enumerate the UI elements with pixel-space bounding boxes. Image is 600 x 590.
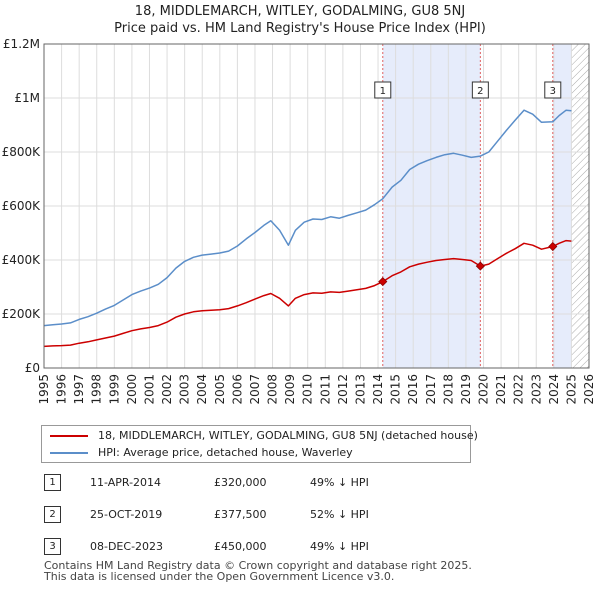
transaction-date: 25-OCT-2019: [90, 508, 163, 521]
x-tick-label: 2002: [160, 374, 174, 405]
x-tick-label: 2018: [441, 374, 455, 405]
y-tick-label: £0: [25, 361, 40, 375]
sale-point-marker: [548, 241, 558, 252]
x-tick-label: 2023: [529, 374, 543, 405]
x-tick-label: 2013: [353, 374, 367, 405]
transaction-number-badge: 3: [44, 538, 61, 555]
x-tick-label: 2009: [283, 374, 297, 405]
x-tick-label: 2008: [266, 374, 280, 405]
plot-frame: [43, 43, 590, 369]
transaction-price: £450,000: [214, 540, 267, 553]
x-tick-label: 2024: [547, 374, 561, 405]
x-tick-label: 2017: [424, 374, 438, 405]
x-tick-label: 2006: [230, 374, 244, 405]
x-tick-label: 2000: [125, 374, 139, 405]
marker-number-label: 2: [477, 86, 483, 97]
x-tick-label: 1998: [90, 374, 104, 405]
footer-attribution: Contains HM Land Registry data © Crown c…: [44, 560, 472, 582]
legend-label-price: 18, MIDDLEMARCH, WITLEY, GODALMING, GU8 …: [98, 429, 478, 442]
x-tick-label: 2015: [389, 374, 403, 405]
x-tick-label: 1995: [37, 374, 51, 405]
transaction-date: 11-APR-2014: [90, 476, 162, 489]
transaction-hpi-diff: 49% ↓ HPI: [310, 540, 369, 553]
y-tick-label: £1.2M: [3, 37, 40, 51]
y-tick-label: £600K: [2, 199, 42, 213]
x-tick-label: 2011: [318, 374, 332, 405]
legend-swatch-price: [50, 435, 88, 437]
legend-swatch-hpi: [50, 452, 88, 454]
legend-item-price: 18, MIDDLEMARCH, WITLEY, GODALMING, GU8 …: [50, 428, 478, 444]
price-paid-line: [43, 239, 572, 348]
marker-number-label: 1: [380, 86, 386, 97]
x-tick-label: 1999: [107, 374, 121, 405]
y-tick-label: £1M: [14, 91, 40, 105]
x-tick-label: 2026: [582, 374, 596, 405]
x-tick-label: 2021: [494, 374, 508, 405]
x-tick-label: 2007: [248, 374, 262, 405]
transaction-hpi-diff: 49% ↓ HPI: [310, 476, 369, 489]
x-tick-label: 2016: [406, 374, 420, 405]
y-tick-label: £800K: [2, 145, 42, 159]
marker-number-box: [471, 81, 489, 99]
marker-number-box: [544, 81, 562, 99]
y-tick-label: £400K: [2, 253, 42, 267]
x-tick-label: 2001: [142, 374, 156, 405]
chart-title-line2: Price paid vs. HM Land Registry's House …: [114, 21, 486, 36]
x-tick-label: 2004: [195, 374, 209, 405]
x-tick-label: 1997: [72, 374, 86, 405]
legend: 18, MIDDLEMARCH, WITLEY, GODALMING, GU8 …: [41, 425, 478, 463]
marker-number-box: [374, 81, 392, 99]
transaction-price: £377,500: [214, 508, 267, 521]
x-tick-label: 2005: [213, 374, 227, 405]
transaction-date: 08-DEC-2023: [90, 540, 164, 553]
legend-item-hpi: HPI: Average price, detached house, Wave…: [50, 445, 353, 461]
transaction-number-badge: 1: [44, 474, 61, 491]
marker-number-label: 3: [550, 86, 556, 97]
x-tick-label: 2003: [178, 374, 192, 405]
sale-point-marker: [475, 261, 485, 271]
x-tick-label: 2025: [564, 374, 578, 405]
x-tick-label: 2019: [459, 374, 473, 405]
x-tick-label: 2010: [301, 374, 315, 405]
x-tick-label: 1996: [55, 374, 69, 405]
x-tick-label: 2014: [371, 374, 385, 405]
transaction-hpi-diff: 52% ↓ HPI: [310, 508, 369, 521]
x-tick-label: 2022: [512, 374, 526, 405]
footer-line2: This data is licensed under the Open Gov…: [44, 570, 395, 583]
legend-label-hpi: HPI: Average price, detached house, Wave…: [98, 446, 353, 459]
transaction-price: £320,000: [214, 476, 267, 489]
x-tick-label: 2012: [336, 374, 350, 405]
chart-title-line1: 18, MIDDLEMARCH, WITLEY, GODALMING, GU8 …: [134, 4, 466, 19]
hpi-line: [43, 109, 572, 327]
transaction-number-badge: 2: [44, 506, 61, 523]
sale-point-marker: [378, 277, 388, 287]
x-tick-label: 2020: [477, 374, 491, 405]
y-tick-label: £200K: [2, 307, 42, 321]
footer-line1: Contains HM Land Registry data © Crown c…: [44, 559, 472, 572]
